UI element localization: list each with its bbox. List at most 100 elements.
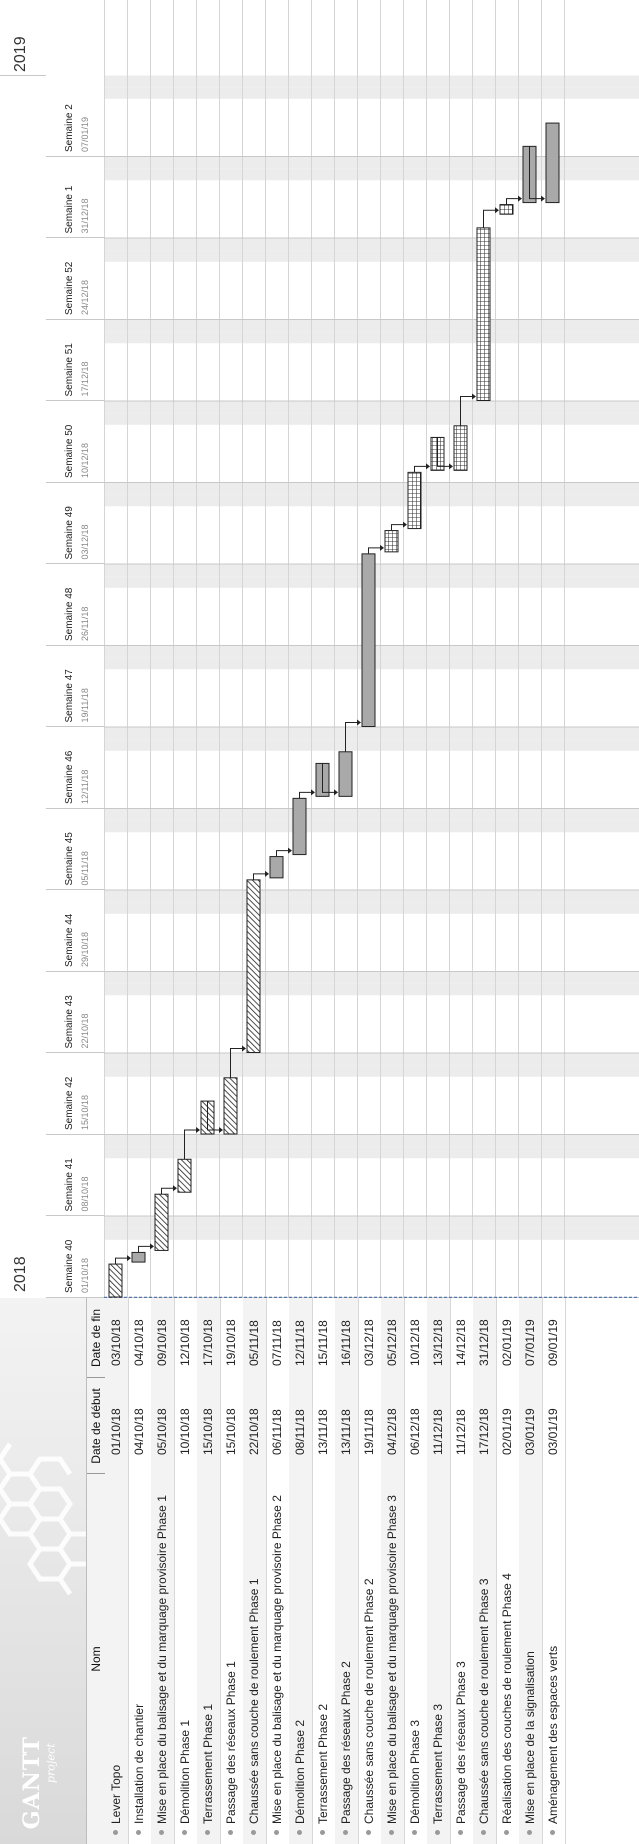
task-name: Passage des réseaux Phase 1 bbox=[224, 1661, 238, 1824]
task-row[interactable]: Installation de chantier 04/10/18 04/10/18 bbox=[128, 1298, 152, 1844]
task-row[interactable]: Passage des réseaux Phase 3 11/12/18 14/12… bbox=[450, 1298, 474, 1844]
table-header: Nom Date de début Date de fin bbox=[86, 1298, 106, 1844]
weekend-column bbox=[104, 1228, 639, 1240]
week-date: 12/11/18 bbox=[80, 769, 90, 804]
weekend-column bbox=[104, 250, 639, 262]
task-start-date: 11/12/18 bbox=[454, 1409, 468, 1455]
task-start-date: 02/01/19 bbox=[500, 1408, 514, 1455]
task-start-date: 03/01/19 bbox=[523, 1408, 537, 1455]
task-bar[interactable] bbox=[499, 204, 514, 215]
task-row[interactable]: Terrassement Phase 1 15/10/18 17/10/18 bbox=[197, 1298, 221, 1844]
dependency-arrowhead bbox=[518, 195, 522, 202]
weekend-column bbox=[104, 1065, 639, 1077]
task-bar[interactable] bbox=[384, 530, 399, 553]
task-start-date: 15/10/18 bbox=[224, 1408, 238, 1455]
week-label: Semaine 1 bbox=[64, 185, 75, 234]
gantt-bars-area[interactable] bbox=[104, 0, 639, 1298]
task-bar[interactable] bbox=[223, 1077, 238, 1135]
task-name: Démolition Phase 2 bbox=[293, 1719, 307, 1824]
task-bar[interactable] bbox=[269, 856, 284, 879]
week-date: 24/12/18 bbox=[80, 279, 90, 315]
task-row[interactable]: Terrassement Phase 3 11/12/18 13/12/18 bbox=[427, 1298, 451, 1844]
week-date: 01/10/18 bbox=[80, 1257, 90, 1293]
task-bar[interactable] bbox=[108, 1263, 123, 1298]
column-header-name[interactable]: Nom bbox=[87, 1473, 105, 1844]
week-label: Semaine 44 bbox=[64, 913, 75, 967]
task-row[interactable]: Mise en place de la signalisation 03/01/1… bbox=[519, 1298, 543, 1844]
task-end-date: 07/11/18 bbox=[270, 1320, 284, 1366]
week-label: Semaine 50 bbox=[64, 424, 75, 478]
task-bar[interactable] bbox=[545, 122, 560, 204]
column-header-end[interactable]: Date de fin bbox=[89, 1308, 103, 1368]
honeycomb-decoration-icon bbox=[0, 1442, 86, 1596]
task-row[interactable]: Chaussée sans couche de roulement Phase … bbox=[358, 1298, 382, 1844]
week-label: Semaine 45 bbox=[64, 832, 75, 886]
task-end-date: 09/10/18 bbox=[155, 1319, 169, 1366]
task-row[interactable]: Terrassement Phase 2 13/11/18 15/11/18 bbox=[312, 1298, 336, 1844]
weekend-column bbox=[104, 808, 639, 821]
week-column-header: Semaine 41 08/10/18 bbox=[46, 1134, 104, 1217]
task-bullet-icon bbox=[504, 1830, 509, 1835]
dependency-arrowhead bbox=[150, 1243, 154, 1250]
dependency-arrowhead bbox=[265, 870, 269, 877]
week-label: Semaine 48 bbox=[64, 587, 75, 641]
task-row[interactable]: Passage des réseaux Phase 2 13/11/18 16/11… bbox=[335, 1298, 359, 1844]
task-end-date: 17/10/18 bbox=[201, 1319, 215, 1366]
dependency-arrow bbox=[529, 146, 544, 200]
task-row[interactable]: Mise en place du balisage et du marquage… bbox=[266, 1298, 290, 1844]
task-name: Mise en place du balisage et du marquage… bbox=[270, 1495, 284, 1824]
task-bar[interactable] bbox=[131, 1251, 146, 1263]
task-name: Mise en place du balisage et du marquage… bbox=[155, 1495, 169, 1824]
task-row[interactable]: Mise en place du balisage et du marquage… bbox=[381, 1298, 405, 1844]
task-row[interactable]: Chaussée sans couche de roulement Phase … bbox=[473, 1298, 497, 1844]
dependency-arrow bbox=[230, 1048, 245, 1078]
gantt-chart-panel: 2018 2019 Semaine 40 01/10/18 Semaine 41 08… bbox=[0, 0, 639, 1298]
task-name: Démolition Phase 3 bbox=[408, 1719, 422, 1824]
task-end-date: 03/10/18 bbox=[109, 1319, 123, 1366]
task-bar[interactable] bbox=[407, 471, 422, 530]
task-row[interactable]: Lever Topo 01/10/18 03/10/18 bbox=[105, 1298, 129, 1844]
task-bar[interactable] bbox=[177, 1158, 192, 1193]
week-column-header: Semaine 2 07/01/19 bbox=[46, 74, 104, 157]
task-bullet-icon bbox=[435, 1830, 440, 1835]
task-row[interactable]: Démolition Phase 1 10/10/18 12/10/18 bbox=[174, 1298, 198, 1844]
week-date: 05/11/18 bbox=[80, 851, 90, 886]
task-row[interactable]: Démolition Phase 3 06/12/18 10/12/18 bbox=[404, 1298, 428, 1844]
task-start-date: 11/12/18 bbox=[431, 1409, 445, 1455]
weekend-column bbox=[104, 1134, 639, 1147]
task-bar[interactable] bbox=[292, 797, 307, 856]
task-bullet-icon bbox=[366, 1830, 371, 1835]
task-bullet-icon bbox=[159, 1830, 164, 1835]
dependency-arrowhead bbox=[472, 393, 476, 400]
task-bar[interactable] bbox=[338, 751, 353, 797]
task-row[interactable]: Passage des réseaux Phase 1 15/10/18 19/10… bbox=[220, 1298, 244, 1844]
task-bar[interactable] bbox=[154, 1193, 169, 1251]
week-label: Semaine 47 bbox=[64, 669, 75, 723]
task-row[interactable]: Mise en place du balisage et du marquage… bbox=[151, 1298, 175, 1844]
week-label: Semaine 40 bbox=[64, 1239, 75, 1293]
task-bar[interactable] bbox=[453, 425, 468, 471]
task-row[interactable]: Démolition Phase 2 08/11/18 12/11/18 bbox=[289, 1298, 313, 1844]
task-start-date: 04/10/18 bbox=[132, 1408, 146, 1455]
task-bar[interactable] bbox=[361, 553, 376, 727]
column-header-start[interactable]: Date de début bbox=[87, 1377, 105, 1474]
dependency-arrow bbox=[207, 1101, 222, 1131]
weekend-column bbox=[104, 727, 639, 740]
task-bullet-icon bbox=[343, 1830, 348, 1835]
dependency-arrowhead bbox=[196, 1127, 200, 1133]
task-bullet-icon bbox=[389, 1830, 394, 1835]
task-row[interactable]: Chaussée sans couche de roulement Phase … bbox=[243, 1298, 267, 1844]
week-date: 29/10/18 bbox=[80, 931, 90, 967]
dependency-arrowhead bbox=[380, 544, 384, 551]
task-row[interactable]: Réalisation des couches de roulement Pha… bbox=[496, 1298, 520, 1844]
weekend-column bbox=[104, 971, 639, 984]
week-column-header: Semaine 45 05/11/18 bbox=[46, 808, 104, 891]
task-bar[interactable] bbox=[476, 227, 491, 401]
week-column-header: Semaine 43 22/10/18 bbox=[46, 971, 104, 1054]
task-name: Mise en place du balisage et du marquage… bbox=[385, 1495, 399, 1824]
task-bar[interactable] bbox=[246, 879, 261, 1053]
week-date: 17/12/18 bbox=[80, 361, 90, 397]
week-label: Semaine 2 bbox=[64, 104, 75, 152]
task-row[interactable]: Aménagement des espaces verts 03/01/19 09/… bbox=[542, 1298, 566, 1844]
